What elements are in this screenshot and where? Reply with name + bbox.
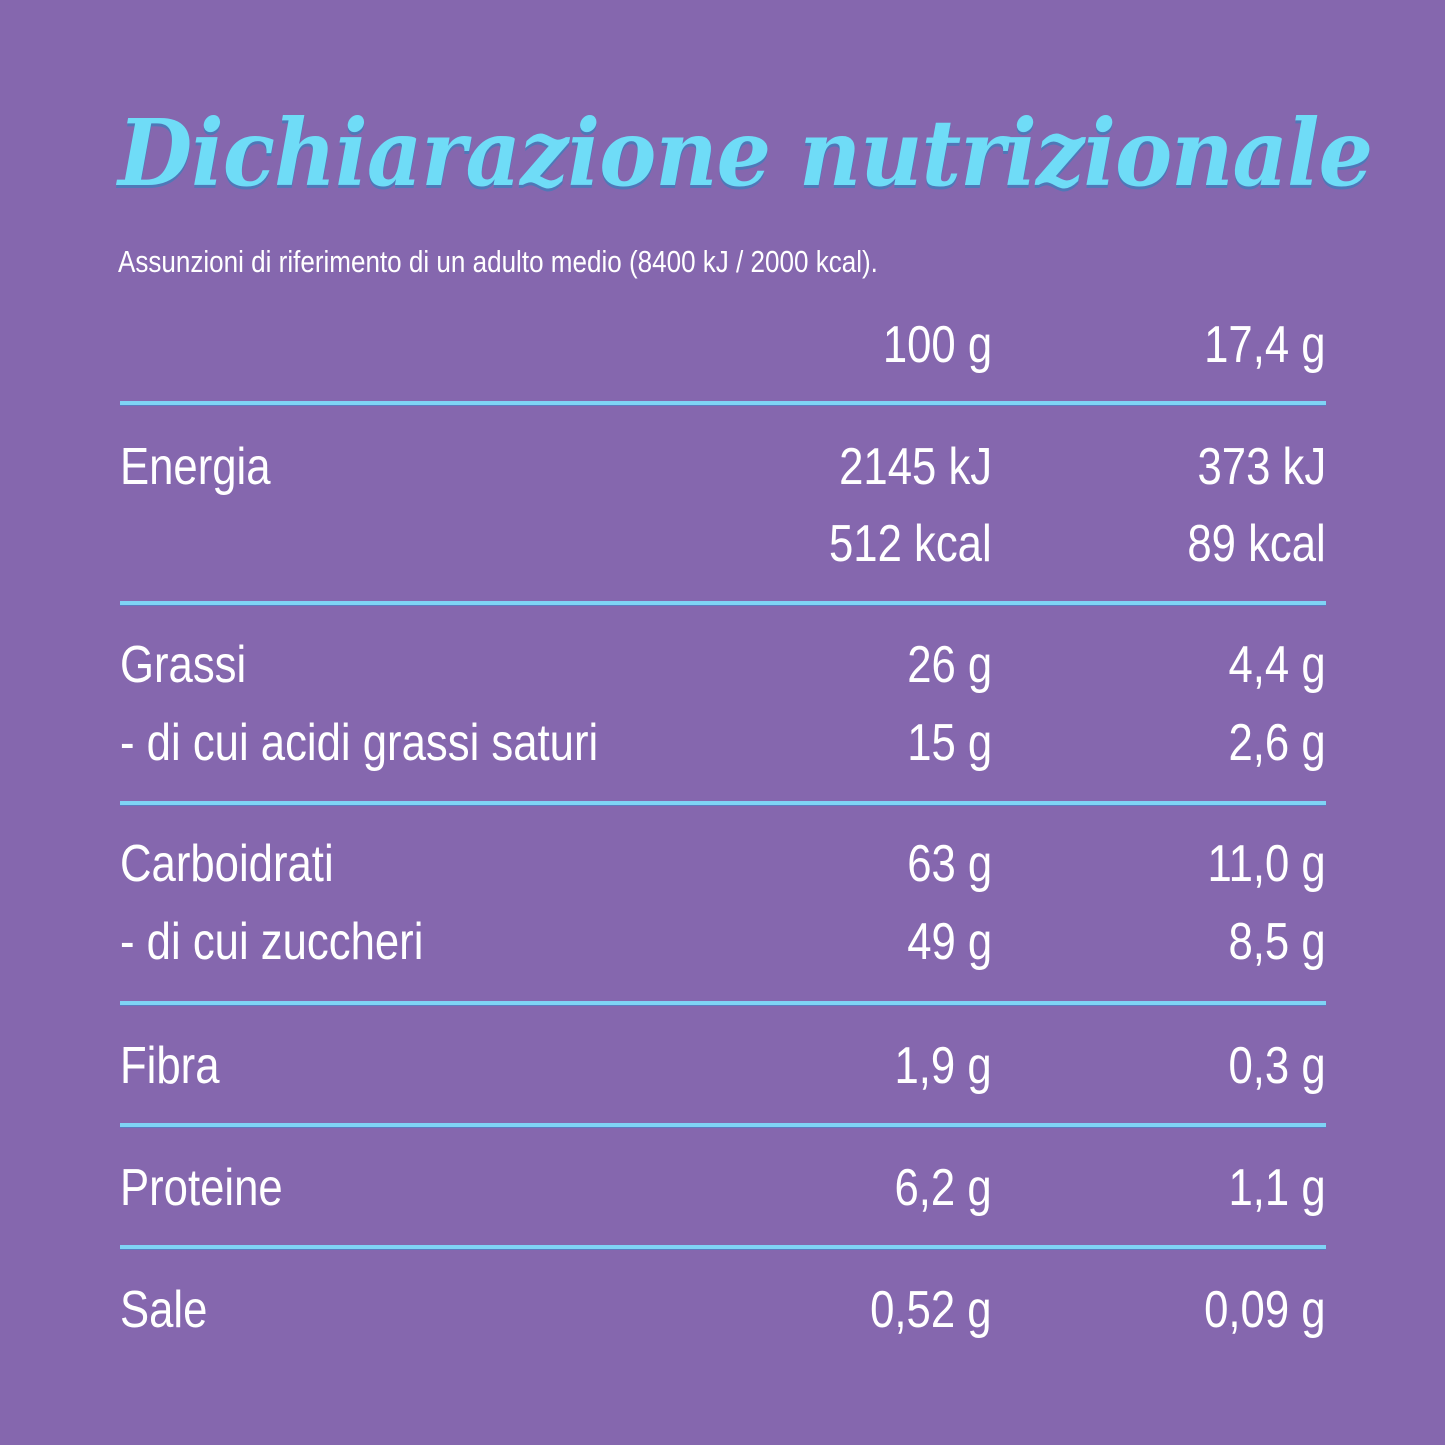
saturated-fat-per-portion: 2,6 g xyxy=(1228,714,1326,772)
salt-per-100g: 0,52 g xyxy=(870,1281,992,1339)
row-label-salt: Sale xyxy=(120,1281,208,1339)
fibre-per-portion: 0,3 g xyxy=(1228,1037,1326,1095)
carbohydrates-per-100g: 63 g xyxy=(906,835,992,893)
divider xyxy=(120,1123,1326,1127)
row-label-saturated-fat: - di cui acidi grassi saturi xyxy=(120,714,599,772)
sugars-per-portion: 8,5 g xyxy=(1228,913,1326,971)
divider xyxy=(120,601,1326,605)
sugars-per-100g: 49 g xyxy=(906,913,992,971)
fat-per-100g: 26 g xyxy=(906,636,992,694)
fibre-per-100g: 1,9 g xyxy=(894,1037,992,1095)
divider xyxy=(120,1245,1326,1249)
row-label-energy: Energia xyxy=(120,438,271,496)
row-label-fibre: Fibra xyxy=(120,1037,220,1095)
energy-kj-per-100g: 2145 kJ xyxy=(839,438,992,496)
page-title: Dichiarazione nutrizionale xyxy=(118,99,1373,207)
divider xyxy=(120,1001,1326,1005)
saturated-fat-per-100g: 15 g xyxy=(906,714,992,772)
energy-kcal-per-100g: 512 kcal xyxy=(829,515,992,573)
salt-per-portion: 0,09 g xyxy=(1204,1281,1326,1339)
protein-per-100g: 6,2 g xyxy=(894,1159,992,1217)
divider xyxy=(120,401,1326,405)
row-label-protein: Proteine xyxy=(120,1159,283,1217)
energy-kj-per-portion: 373 kJ xyxy=(1197,438,1326,496)
column-header-per-portion: 17,4 g xyxy=(1204,316,1326,374)
row-label-carbohydrates: Carboidrati xyxy=(120,835,334,893)
protein-per-portion: 1,1 g xyxy=(1228,1159,1326,1217)
energy-kcal-per-portion: 89 kcal xyxy=(1187,515,1326,573)
row-label-sugars: - di cui zuccheri xyxy=(120,913,424,971)
reference-intake-note: Assunzioni di riferimento di un adulto m… xyxy=(118,244,878,279)
carbohydrates-per-portion: 11,0 g xyxy=(1207,835,1326,893)
divider xyxy=(120,801,1326,805)
column-header-per-100g: 100 g xyxy=(882,316,992,374)
fat-per-portion: 4,4 g xyxy=(1228,636,1326,694)
row-label-fat: Grassi xyxy=(120,636,247,694)
